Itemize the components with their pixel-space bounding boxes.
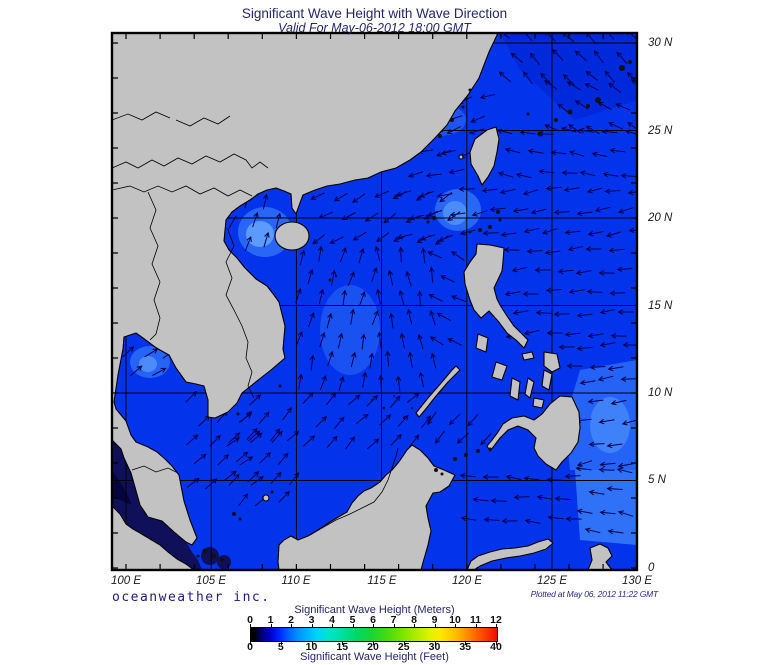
island-penghu [458, 154, 464, 160]
colorbar-feet-value: 25 [397, 641, 410, 653]
country-borders [112, 111, 399, 536]
colorbar-title-meters: Significant Wave Height (Meters) [294, 604, 455, 616]
colorbar-meters-value: 12 [490, 614, 502, 626]
island-negros [509, 377, 521, 401]
colorbar-tick [311, 624, 313, 627]
oceanweather-logo: oceanweather inc. [112, 590, 271, 605]
colorbar-meters-value: 3 [308, 614, 315, 626]
lat-label: 15 N [648, 300, 673, 312]
island-borneo [277, 444, 456, 570]
colorbar-meters-value: 10 [449, 614, 461, 626]
colorbar-gradient [250, 627, 498, 642]
plotted-timestamp: Plotted at May 06, 2012 11:22 GMT [530, 589, 659, 599]
colorbar-tick [352, 624, 354, 627]
colorbar-tick [373, 624, 374, 627]
lon-label: 120 E [451, 575, 483, 587]
colorbar-tick [342, 642, 344, 645]
page-title: Significant Wave Height with Wave Direct… [241, 6, 508, 21]
colorbar-tick [250, 642, 251, 645]
island-sumatra [112, 505, 195, 570]
colorbar-feet-value: 10 [305, 641, 318, 653]
colorbar-meters-value: 4 [329, 614, 335, 626]
colorbar-meters-value: 5 [349, 614, 356, 626]
colorbar-meters-value: 11 [469, 614, 482, 626]
colorbar-tick [414, 624, 415, 627]
colorbar-meters-value: 8 [411, 614, 417, 626]
colorbar-tick [373, 642, 374, 645]
island-hainan [274, 221, 310, 251]
colorbar-feet-value: 40 [490, 641, 502, 653]
island-samar [543, 351, 561, 373]
colorbar-tick [496, 624, 497, 627]
map-frame [110, 31, 639, 572]
island-natuna [262, 494, 270, 502]
island-luzon [463, 243, 529, 349]
lon-label: 115 E [367, 575, 397, 587]
island-mindoro [475, 333, 489, 353]
colorbar-meters-value: 9 [431, 614, 438, 626]
colorbar-tick [280, 642, 282, 645]
colorbar-tick [250, 624, 251, 627]
colorbar-meters-value: 1 [267, 614, 274, 626]
colorbar-feet-value: 20 [367, 641, 379, 653]
lat-label: 5 N [648, 474, 666, 486]
colorbar-feet-value: 35 [459, 641, 472, 653]
island-panay [491, 361, 508, 381]
colorbar-title-feet: Significant Wave Height (Feet) [300, 651, 449, 663]
lat-label: 30 N [648, 37, 673, 49]
axis-ticks [112, 33, 637, 570]
colorbar-tick [434, 642, 436, 645]
lon-label: 100 E [110, 575, 142, 587]
lat-label: 0 [648, 562, 655, 574]
lon-label: 130 E [621, 575, 653, 587]
colorbar-tick [465, 642, 467, 645]
lat-label: 20 N [648, 212, 673, 224]
island-halmahera [587, 543, 613, 570]
colorbar-feet-value: 30 [428, 641, 441, 653]
island-bohol [532, 397, 545, 409]
colorbar-feet-value: 0 [247, 641, 253, 653]
colorbar-tick [332, 624, 333, 627]
colorbar-tick [475, 624, 477, 627]
island-palawan [415, 365, 461, 418]
colorbar-feet-value: 15 [336, 641, 349, 653]
colorbar-tick [434, 624, 436, 627]
colorbar-tick [291, 624, 292, 627]
colorbar-feet-value: 5 [277, 641, 284, 653]
lon-label: 105 E [195, 575, 227, 587]
colorbar-tick [311, 642, 313, 645]
colorbar-tick [393, 624, 395, 627]
landmass-asia [112, 33, 499, 546]
lon-label: 110 E [281, 575, 311, 587]
island-sulawesi [466, 538, 554, 570]
colorbar-tick [403, 642, 405, 645]
island-mindanao [486, 395, 581, 471]
lat-label: 10 N [648, 387, 673, 399]
colorbar-tick [496, 642, 497, 645]
island-cebu [524, 377, 535, 399]
island-masbate [521, 351, 535, 361]
lon-label: 125 E [536, 575, 568, 587]
colorbar-tick [455, 624, 456, 627]
colorbar-meters-value: 2 [288, 614, 294, 626]
colorbar-meters-value: 7 [390, 614, 397, 626]
island-leyte [541, 369, 553, 391]
valid-time-subtitle: Valid For May-06-2012 18:00 GMT [278, 21, 471, 35]
colorbar-meters-value: 0 [247, 614, 253, 626]
small-islands [196, 60, 632, 562]
colorbar-tick [270, 624, 272, 627]
lat-label: 25 N [648, 125, 673, 137]
island-taiwan [469, 126, 500, 186]
colorbar-meters-value: 6 [370, 614, 376, 626]
land-masses [112, 33, 613, 570]
